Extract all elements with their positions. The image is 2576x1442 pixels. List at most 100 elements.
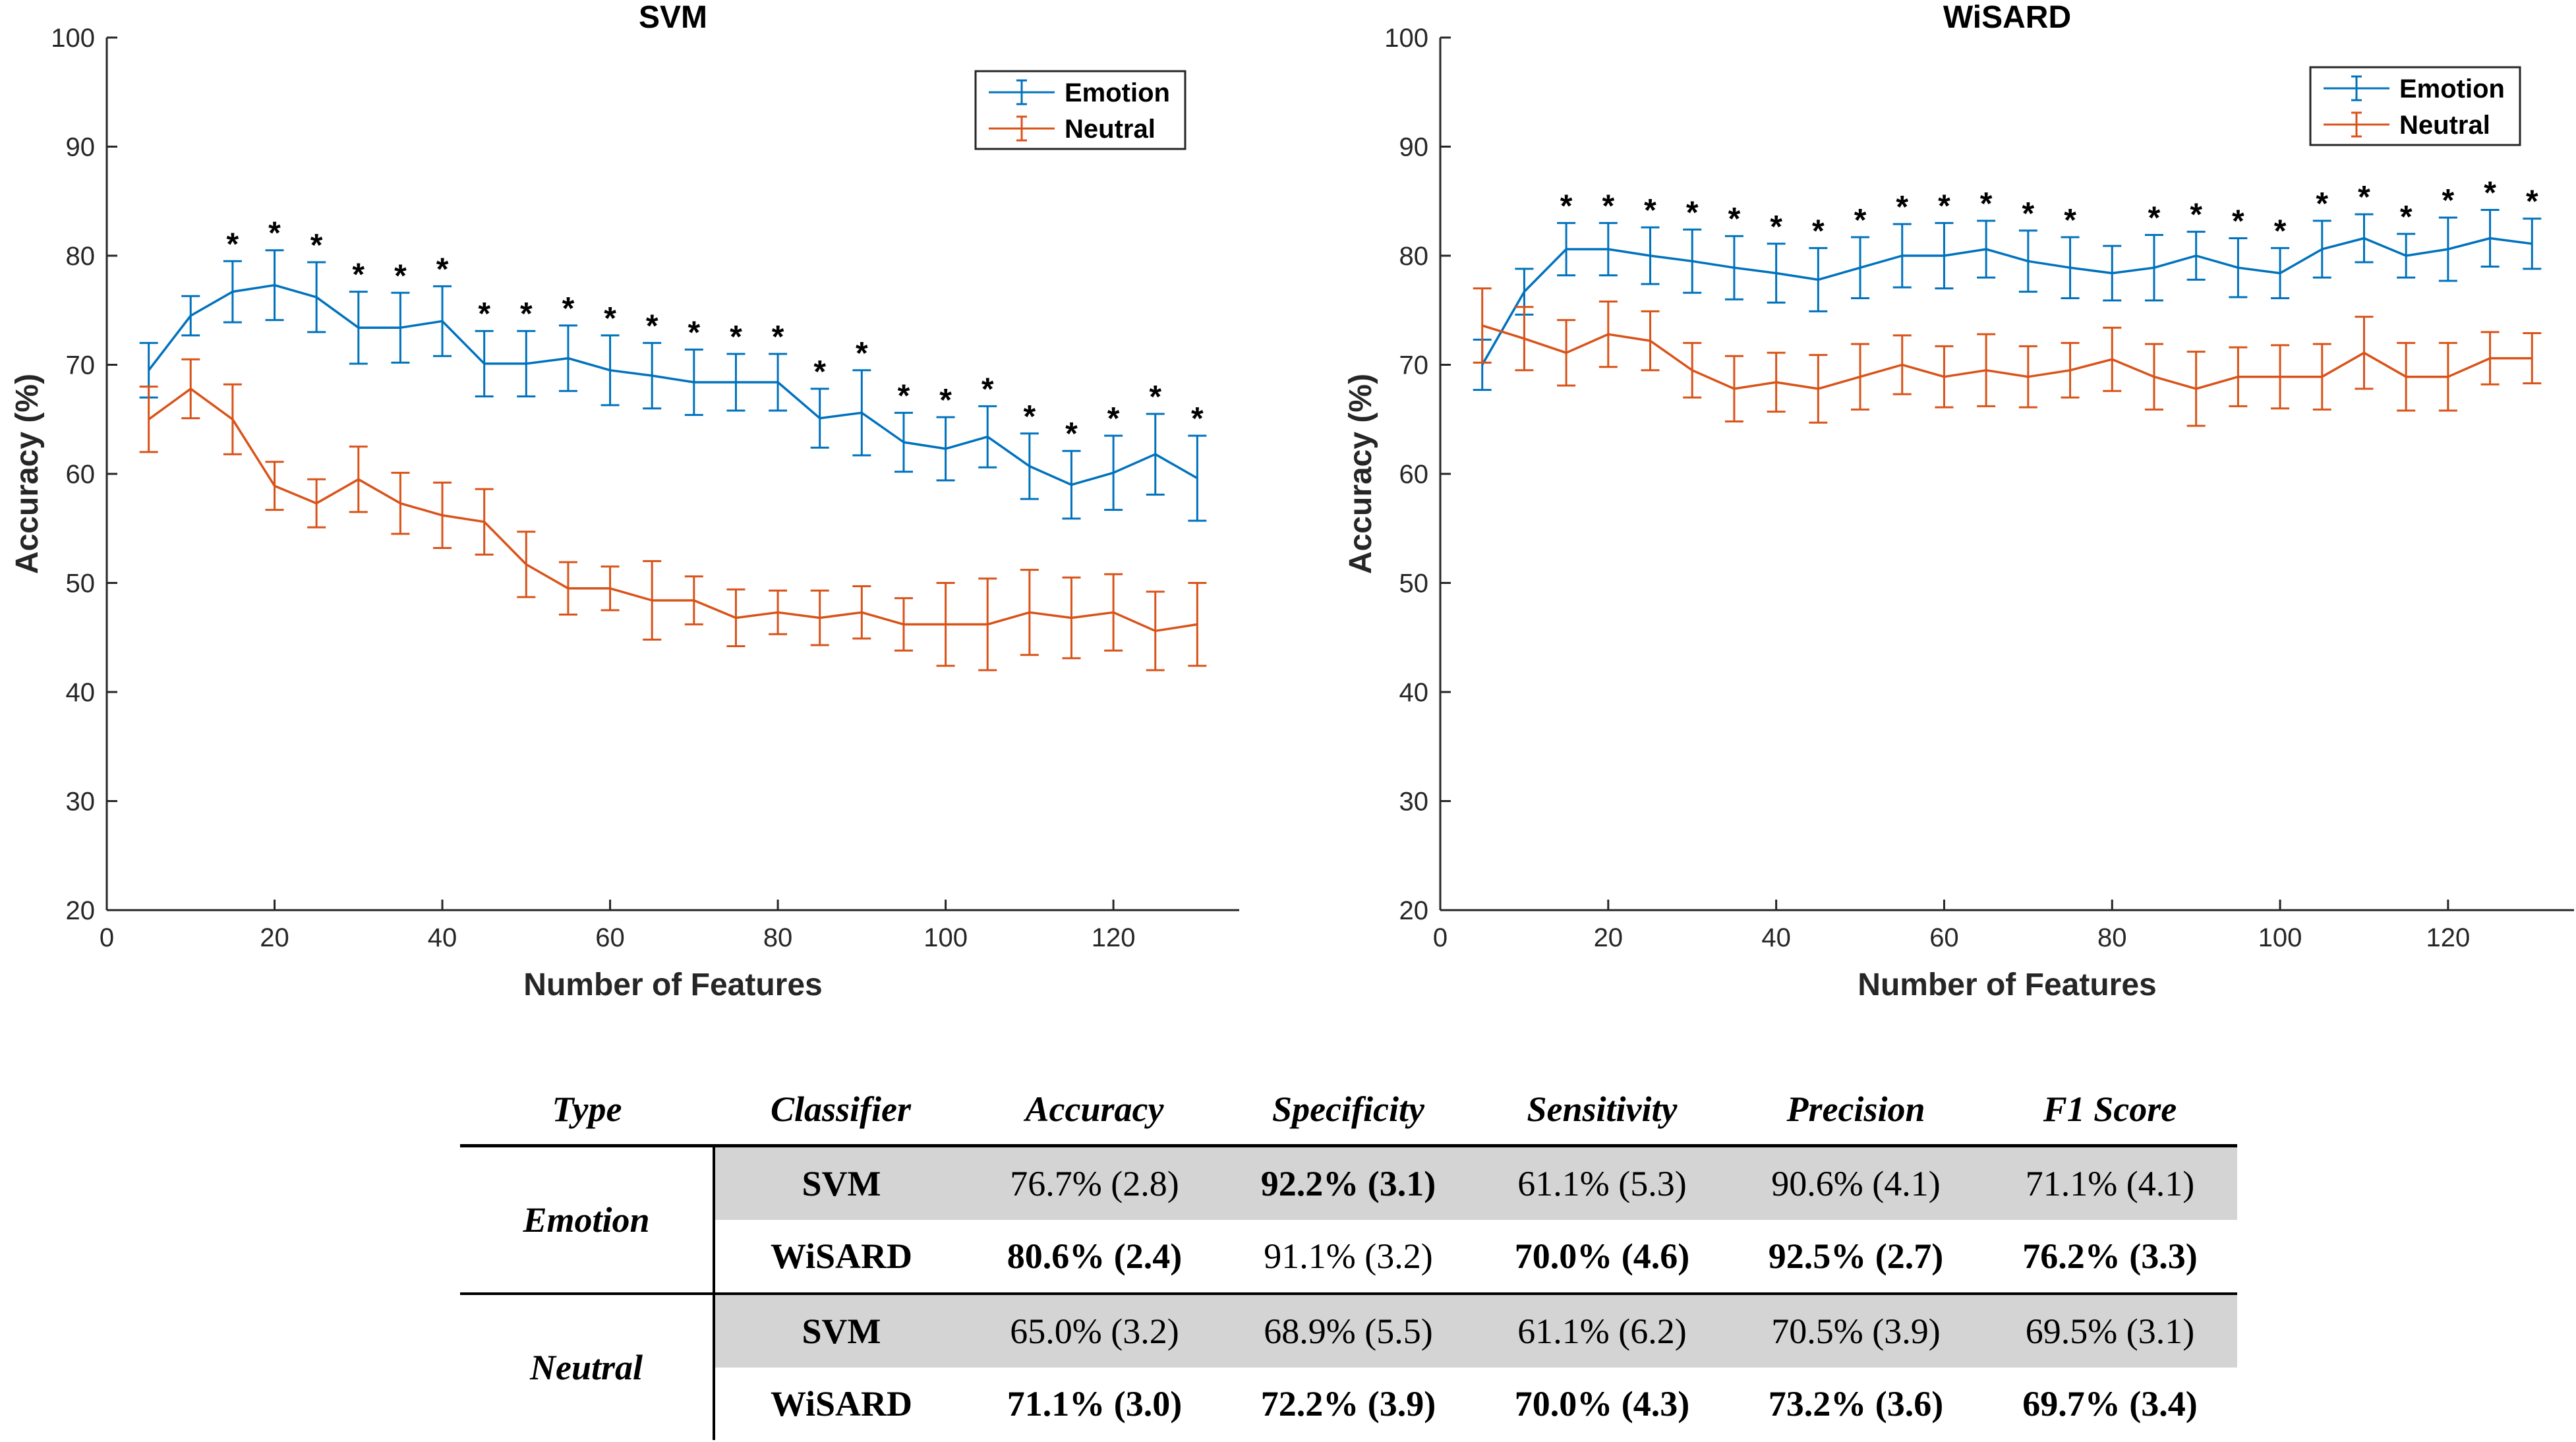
y-tick-label: 60 xyxy=(1399,460,1429,489)
significance-star: * xyxy=(562,291,575,326)
sensitivity-cell: 70.0% (4.6) xyxy=(1475,1220,1729,1295)
type-cell-emotion: Emotion xyxy=(460,1145,715,1295)
header-f1-score: F1 Score xyxy=(1983,1074,2237,1147)
significance-star: * xyxy=(1980,187,1993,221)
header-specificity: Specificity xyxy=(1221,1074,1475,1147)
significance-star: * xyxy=(1896,190,1908,225)
f1-cell: 76.2% (3.3) xyxy=(1983,1220,2237,1295)
y-tick-label: 100 xyxy=(1384,24,1428,53)
significance-star: * xyxy=(268,216,281,251)
y-tick-label: 100 xyxy=(51,24,95,53)
significance-star: * xyxy=(2022,196,2035,231)
y-tick-label: 30 xyxy=(1399,788,1429,817)
significance-star: * xyxy=(227,227,239,262)
classifier-cell: WiSARD xyxy=(714,1220,968,1295)
x-tick-label: 60 xyxy=(1929,923,1959,952)
y-tick-label: 50 xyxy=(1399,569,1429,598)
significance-star: * xyxy=(2148,201,2161,236)
significance-star: * xyxy=(1602,188,1614,223)
table-row-neutral-svm: Neutral SVM 65.0% (3.2) 68.9% (5.5) 61.1… xyxy=(460,1294,2237,1440)
significance-star: * xyxy=(2526,185,2538,219)
precision-cell: 70.5% (3.9) xyxy=(1729,1294,1983,1368)
header-sensitivity: Sensitivity xyxy=(1475,1074,1729,1147)
y-tick-label: 80 xyxy=(1399,242,1429,271)
significance-star: * xyxy=(2358,180,2370,215)
accuracy-cell: 76.7% (2.8) xyxy=(968,1145,1221,1220)
y-tick-label: 80 xyxy=(66,242,96,271)
x-axis-label: Number of Features xyxy=(1858,967,2156,1002)
f1-cell: 69.7% (3.4) xyxy=(2022,1384,2198,1424)
y-tick-label: 40 xyxy=(1399,678,1429,707)
significance-star: * xyxy=(688,315,700,350)
significance-star: * xyxy=(478,297,490,332)
significance-star: * xyxy=(2274,214,2287,248)
f1-cell: 71.1% (4.1) xyxy=(1983,1145,2237,1220)
significance-star: * xyxy=(1686,195,1699,230)
table-row-emotion-wisard: WiSARD 80.6% (2.4) 91.1% (3.2) 70.0% (4.… xyxy=(460,1220,2237,1295)
type-cell-neutral: Neutral xyxy=(460,1294,715,1440)
significance-star: * xyxy=(646,308,659,343)
significance-star: * xyxy=(813,355,826,389)
significance-star: * xyxy=(1107,401,1120,436)
precision-cell: 92.5% (2.7) xyxy=(1729,1220,1983,1295)
emotion-line xyxy=(1481,237,2532,366)
significance-star: * xyxy=(898,378,910,413)
y-axis-label: Accuracy (%) xyxy=(10,374,45,574)
precision-cell: 73.2% (3.6) xyxy=(1768,1384,1944,1424)
specificity-cell: 68.9% (5.5) xyxy=(1221,1294,1475,1368)
chart-title: SVM xyxy=(639,0,707,35)
significance-star: * xyxy=(1728,202,1741,237)
x-tick-label: 20 xyxy=(1594,923,1624,952)
y-tick-label: 70 xyxy=(1399,351,1429,380)
legend-emotion-label: Emotion xyxy=(2399,74,2505,103)
classifier-cell: WiSARD xyxy=(770,1384,913,1424)
x-tick-label: 40 xyxy=(1761,923,1791,952)
neutral-series xyxy=(1473,287,2542,427)
f1-cell: 69.5% (3.1) xyxy=(1983,1294,2237,1368)
x-tick-label: 80 xyxy=(2097,923,2127,952)
chart-title: WiSARD xyxy=(1943,0,2071,35)
y-tick-label: 90 xyxy=(66,133,96,162)
x-tick-label: 60 xyxy=(595,923,625,952)
legend-emotion-label: Emotion xyxy=(1065,78,1170,107)
header-classifier: Classifier xyxy=(714,1074,968,1147)
significance-star: * xyxy=(939,383,952,418)
y-tick-label: 30 xyxy=(66,788,96,817)
legend-box xyxy=(2309,66,2521,146)
x-tick-label: 120 xyxy=(1092,923,1136,952)
significance-star: * xyxy=(1024,399,1036,434)
significance-star: * xyxy=(1812,214,1825,248)
x-tick-label: 120 xyxy=(2426,923,2471,952)
accuracy-cell: 65.0% (3.2) xyxy=(968,1294,1221,1368)
significance-star: * xyxy=(2064,203,2076,238)
x-tick-label: 20 xyxy=(260,923,289,952)
significance-star: * xyxy=(1854,203,1867,238)
sensitivity-cell: 61.1% (5.3) xyxy=(1475,1145,1729,1220)
y-tick-label: 20 xyxy=(1399,896,1429,925)
significance-star: * xyxy=(1770,210,1782,245)
significance-star: * xyxy=(856,336,868,371)
significance-star: * xyxy=(2484,175,2496,210)
significance-star: * xyxy=(310,228,323,263)
x-tick-label: 0 xyxy=(100,923,114,952)
significance-star: * xyxy=(2190,198,2202,233)
significance-star: * xyxy=(1938,188,1950,223)
x-axis-label: Number of Features xyxy=(523,967,822,1002)
specificity-cell: 72.2% (3.9) xyxy=(1260,1384,1436,1424)
header-precision: Precision xyxy=(1729,1074,1983,1147)
emotion-series xyxy=(139,249,1207,522)
accuracy-cell: 80.6% (2.4) xyxy=(968,1220,1221,1295)
charts-area: 20 30 40 50 60 70 80 90 100 0 20 40 60 80 100 120 SVM Num… xyxy=(10,0,2574,1002)
significance-star: * xyxy=(2316,187,2328,221)
neutral-series xyxy=(139,358,1207,672)
legend-box xyxy=(974,70,1186,150)
results-table: Type Classifier Accuracy Specificity Sen… xyxy=(460,1074,2237,1440)
x-tick-label: 40 xyxy=(428,923,457,952)
significance-star: * xyxy=(2442,183,2455,218)
sensitivity-cell: 70.0% (4.3) xyxy=(1514,1384,1690,1424)
classifier-cell: SVM xyxy=(714,1145,968,1220)
significance-star: * xyxy=(1560,188,1573,223)
significance-star: * xyxy=(2232,204,2244,239)
